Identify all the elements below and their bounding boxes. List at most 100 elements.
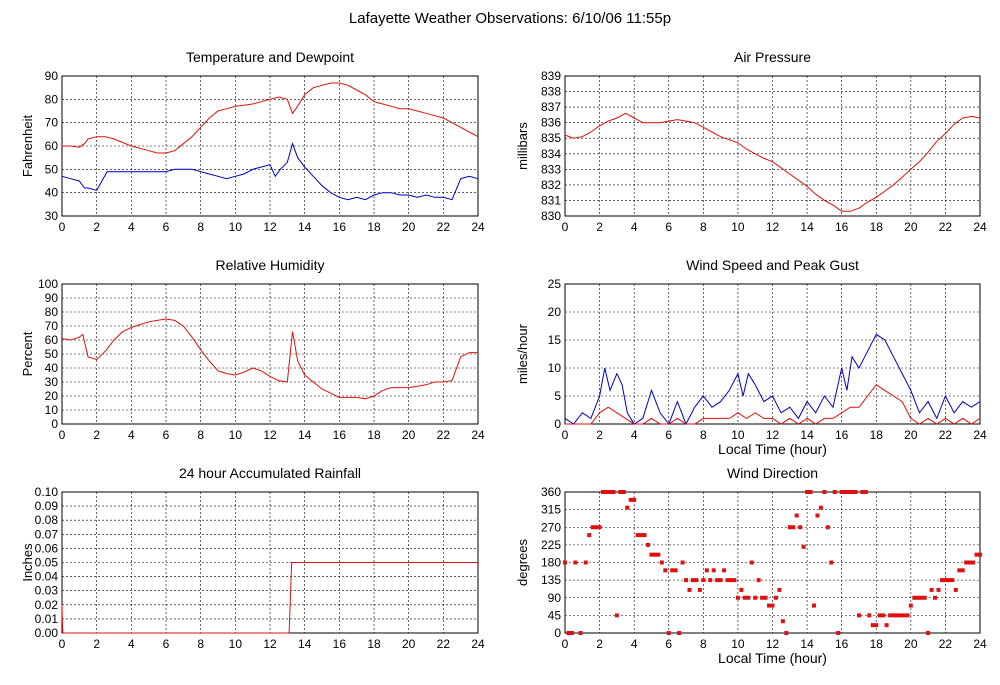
y-axis-label: degrees [515,539,530,586]
data-point [946,578,951,583]
y-tick-label: 0.07 [35,527,59,541]
data-point [573,560,578,565]
data-point [770,603,775,608]
x-tick-label: 14 [800,637,814,651]
x-tick-label: 16 [333,637,347,651]
y-tick-label: 50 [45,347,59,361]
y-tick-label: 10 [45,403,59,417]
x-tick-label: 10 [731,220,745,234]
y-tick-label: 80 [45,305,59,319]
data-point [677,631,682,635]
data-point [566,631,571,635]
y-tick-label: 60 [45,139,59,153]
data-point [974,552,979,557]
data-point [649,552,654,557]
page-title: Lafayette Weather Observations: 6/10/06 … [349,10,671,27]
y-tick-label: 80 [45,92,59,106]
y-tick-label: 25 [548,277,562,291]
data-point [684,578,689,583]
y-tick-label: 10 [548,361,562,375]
x-tick-label: 0 [59,428,66,442]
y-tick-label: 225 [541,538,561,552]
x-tick-label: 20 [402,220,416,234]
data-point [697,587,702,592]
data-point [960,568,965,573]
y-tick-label: 831 [541,193,561,207]
x-tick-label: 24 [471,220,485,234]
data-point [953,587,958,592]
chart-title: Relative Humidity [216,257,325,273]
x-tick-label: 2 [93,428,100,442]
x-tick-label: 14 [800,220,814,234]
data-point [563,560,567,565]
data-point [587,533,592,538]
data-point [639,533,644,538]
y-tick-label: 832 [541,178,561,192]
data-point [843,490,848,494]
x-tick-label: 16 [835,637,849,651]
x-tick-label: 14 [298,220,312,234]
y-tick-label: 0.05 [35,556,59,570]
chart-title: Air Pressure [734,49,811,65]
chart-title: 24 hour Accumulated Rainfall [179,465,361,481]
x-tick-label: 4 [128,220,135,234]
y-axis-label: millibars [515,122,530,170]
data-point [732,578,737,583]
data-point [670,568,675,573]
data-point [888,613,893,618]
data-point [846,490,851,494]
data-point [787,525,792,530]
chart-humidity: Relative Humidity01020304050607080901000… [20,257,485,442]
x-tick-label: 0 [562,637,569,651]
x-tick-label: 2 [596,428,603,442]
y-tick-label: 0.10 [35,485,59,499]
data-point [666,631,671,635]
data-point [663,568,668,573]
data-point [625,505,630,510]
x-tick-label: 22 [939,220,953,234]
x-tick-label: 4 [128,637,135,651]
y-tick-label: 839 [541,69,561,83]
y-tick-label: 5 [554,389,561,403]
series-line-temp-0 [62,82,479,154]
x-tick-label: 0 [562,220,569,234]
data-point [812,603,816,608]
y-tick-label: 0 [554,417,561,431]
data-point [870,623,875,628]
data-point [673,568,678,573]
x-tick-label: 8 [700,637,707,651]
x-axis-label: Local Time (hour) [718,650,827,666]
data-point [597,525,602,530]
y-tick-label: 70 [45,319,59,333]
data-point [901,613,906,618]
y-tick-label: 0.04 [35,570,59,584]
y-tick-label: 360 [541,485,561,499]
y-tick-label: 70 [45,116,59,130]
y-axis-label: Percent [20,331,35,376]
data-point [767,603,772,608]
x-tick-label: 10 [229,637,243,651]
data-point [756,578,761,583]
data-point [884,623,889,628]
y-tick-label: 90 [45,69,59,83]
y-tick-label: 0 [554,626,561,640]
data-point [773,595,778,600]
x-tick-label: 12 [766,637,780,651]
x-tick-label: 12 [263,428,277,442]
data-point [601,490,606,494]
x-tick-label: 10 [229,220,243,234]
data-point [780,619,785,624]
y-tick-label: 0.02 [35,598,59,612]
x-tick-label: 2 [596,220,603,234]
x-tick-label: 18 [367,428,381,442]
data-point [856,613,861,618]
x-tick-label: 8 [700,220,707,234]
data-point [939,578,944,583]
data-point [891,613,896,618]
y-tick-label: 834 [541,147,561,161]
x-tick-label: 20 [402,428,416,442]
y-tick-label: 20 [45,389,59,403]
data-point [680,560,685,565]
